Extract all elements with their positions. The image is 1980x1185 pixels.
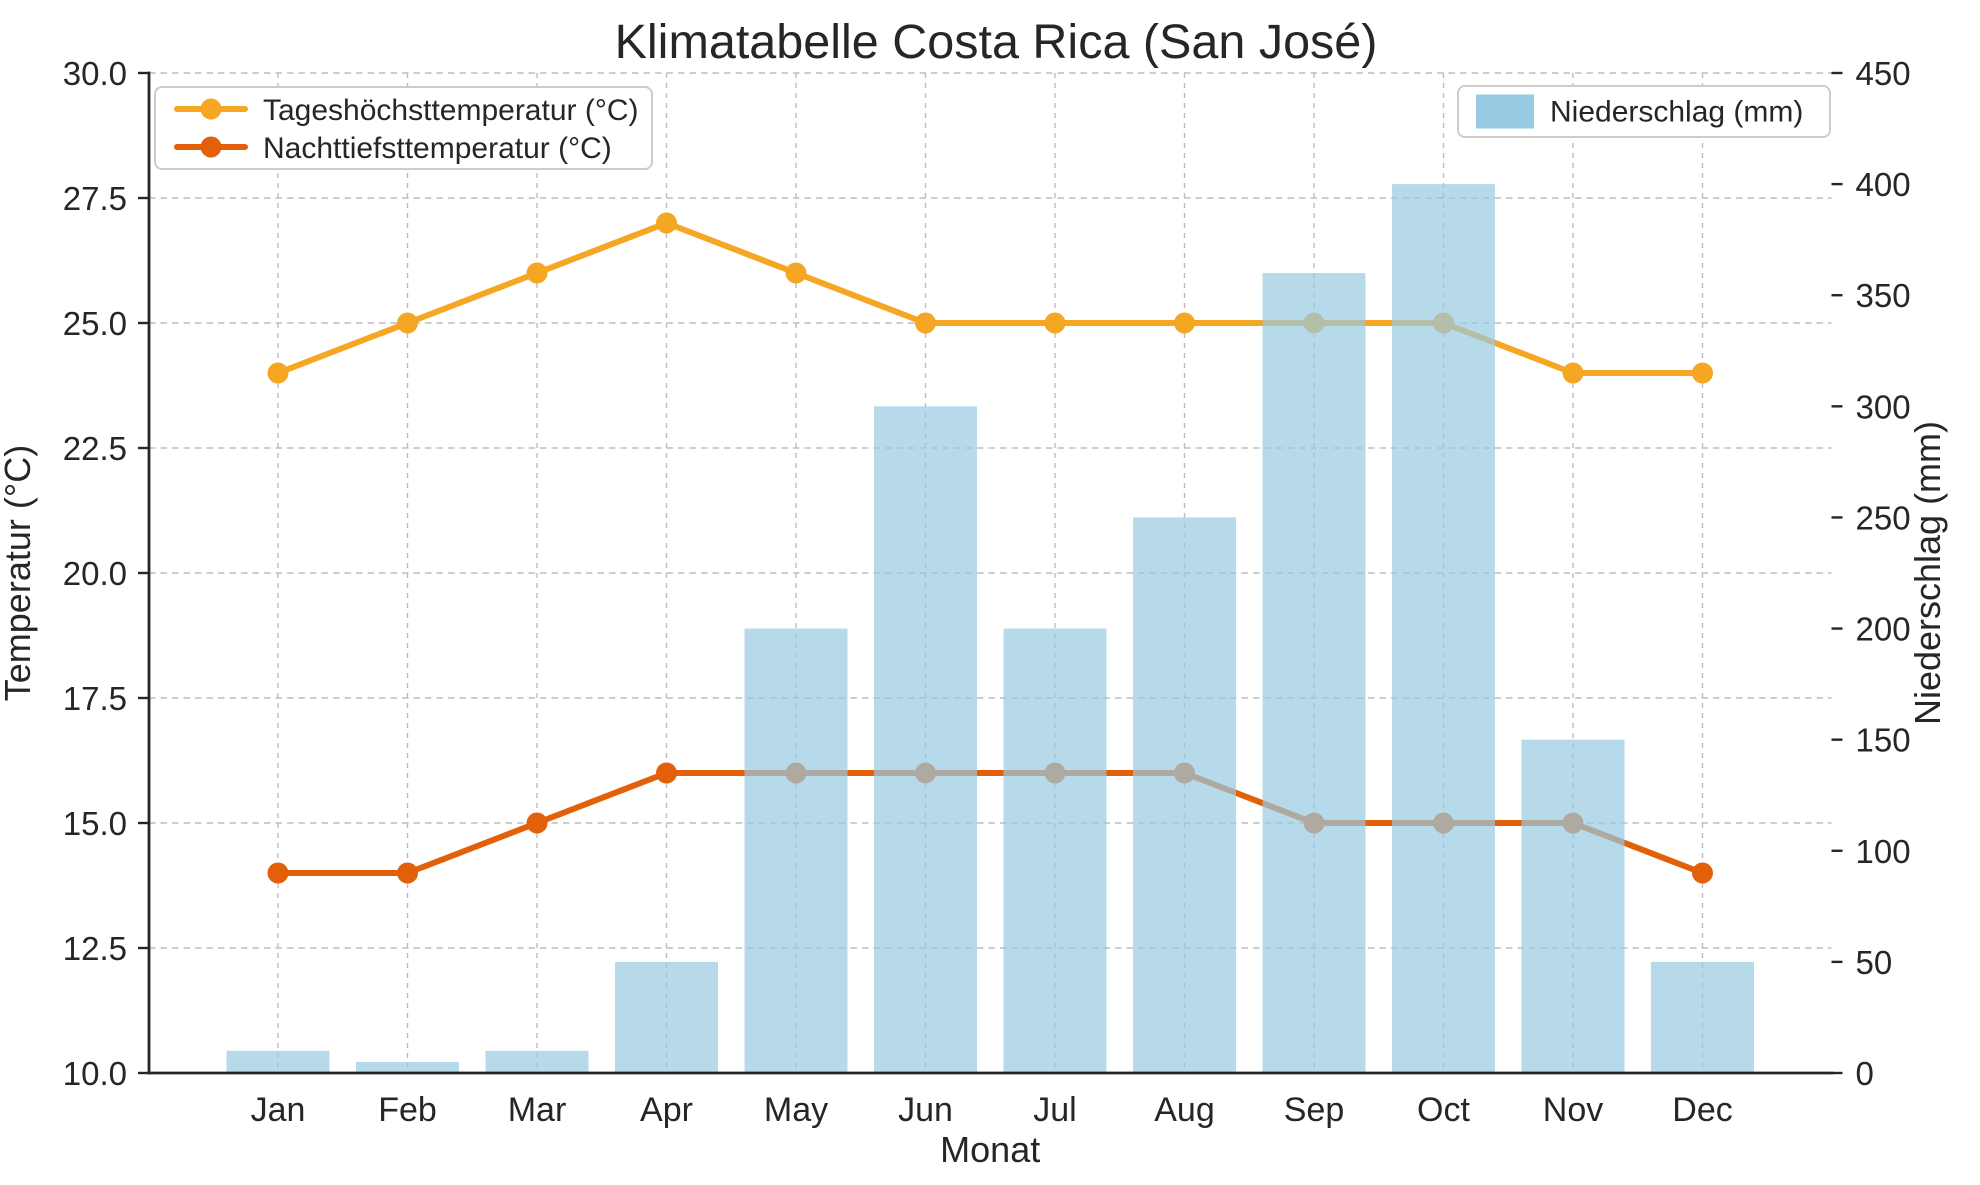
svg-text:22.5: 22.5 xyxy=(63,430,127,467)
svg-text:12.5: 12.5 xyxy=(63,930,127,967)
svg-text:Niederschlag (mm): Niederschlag (mm) xyxy=(1907,421,1948,725)
svg-text:Temperatur (°C): Temperatur (°C) xyxy=(0,445,38,701)
svg-text:Oct: Oct xyxy=(1417,1091,1470,1129)
svg-text:200: 200 xyxy=(1856,611,1911,648)
svg-text:Jan: Jan xyxy=(251,1091,306,1129)
svg-text:Tageshöchsttemperatur (°C): Tageshöchsttemperatur (°C) xyxy=(263,94,638,127)
svg-text:0: 0 xyxy=(1856,1055,1874,1092)
svg-text:Feb: Feb xyxy=(378,1091,437,1129)
svg-text:May: May xyxy=(764,1091,828,1129)
svg-text:Nov: Nov xyxy=(1543,1091,1603,1129)
svg-text:Nachttiefsttemperatur (°C): Nachttiefsttemperatur (°C) xyxy=(263,132,612,165)
svg-text:150: 150 xyxy=(1856,722,1911,759)
svg-text:15.0: 15.0 xyxy=(63,805,127,842)
svg-text:20.0: 20.0 xyxy=(63,555,127,592)
svg-text:50: 50 xyxy=(1856,944,1893,981)
svg-text:30.0: 30.0 xyxy=(63,55,127,92)
svg-text:Jul: Jul xyxy=(1033,1091,1076,1129)
svg-text:Apr: Apr xyxy=(640,1091,693,1129)
svg-text:300: 300 xyxy=(1856,388,1911,425)
svg-text:250: 250 xyxy=(1856,499,1911,536)
svg-text:400: 400 xyxy=(1856,166,1911,203)
svg-text:10.0: 10.0 xyxy=(63,1055,127,1092)
svg-text:Aug: Aug xyxy=(1154,1091,1215,1129)
svg-text:17.5: 17.5 xyxy=(63,680,127,717)
svg-text:100: 100 xyxy=(1856,833,1911,870)
svg-text:Mar: Mar xyxy=(508,1091,567,1129)
svg-text:Jun: Jun xyxy=(898,1091,953,1129)
svg-text:350: 350 xyxy=(1856,277,1911,314)
svg-text:25.0: 25.0 xyxy=(63,305,127,342)
svg-text:450: 450 xyxy=(1856,55,1911,92)
svg-text:Sep: Sep xyxy=(1284,1091,1345,1129)
svg-text:Niederschlag (mm): Niederschlag (mm) xyxy=(1550,96,1803,129)
svg-text:Dec: Dec xyxy=(1672,1091,1732,1129)
svg-text:Klimatabelle Costa Rica (San J: Klimatabelle Costa Rica (San José) xyxy=(615,15,1378,69)
svg-text:Monat: Monat xyxy=(940,1129,1040,1170)
svg-text:27.5: 27.5 xyxy=(63,180,127,217)
